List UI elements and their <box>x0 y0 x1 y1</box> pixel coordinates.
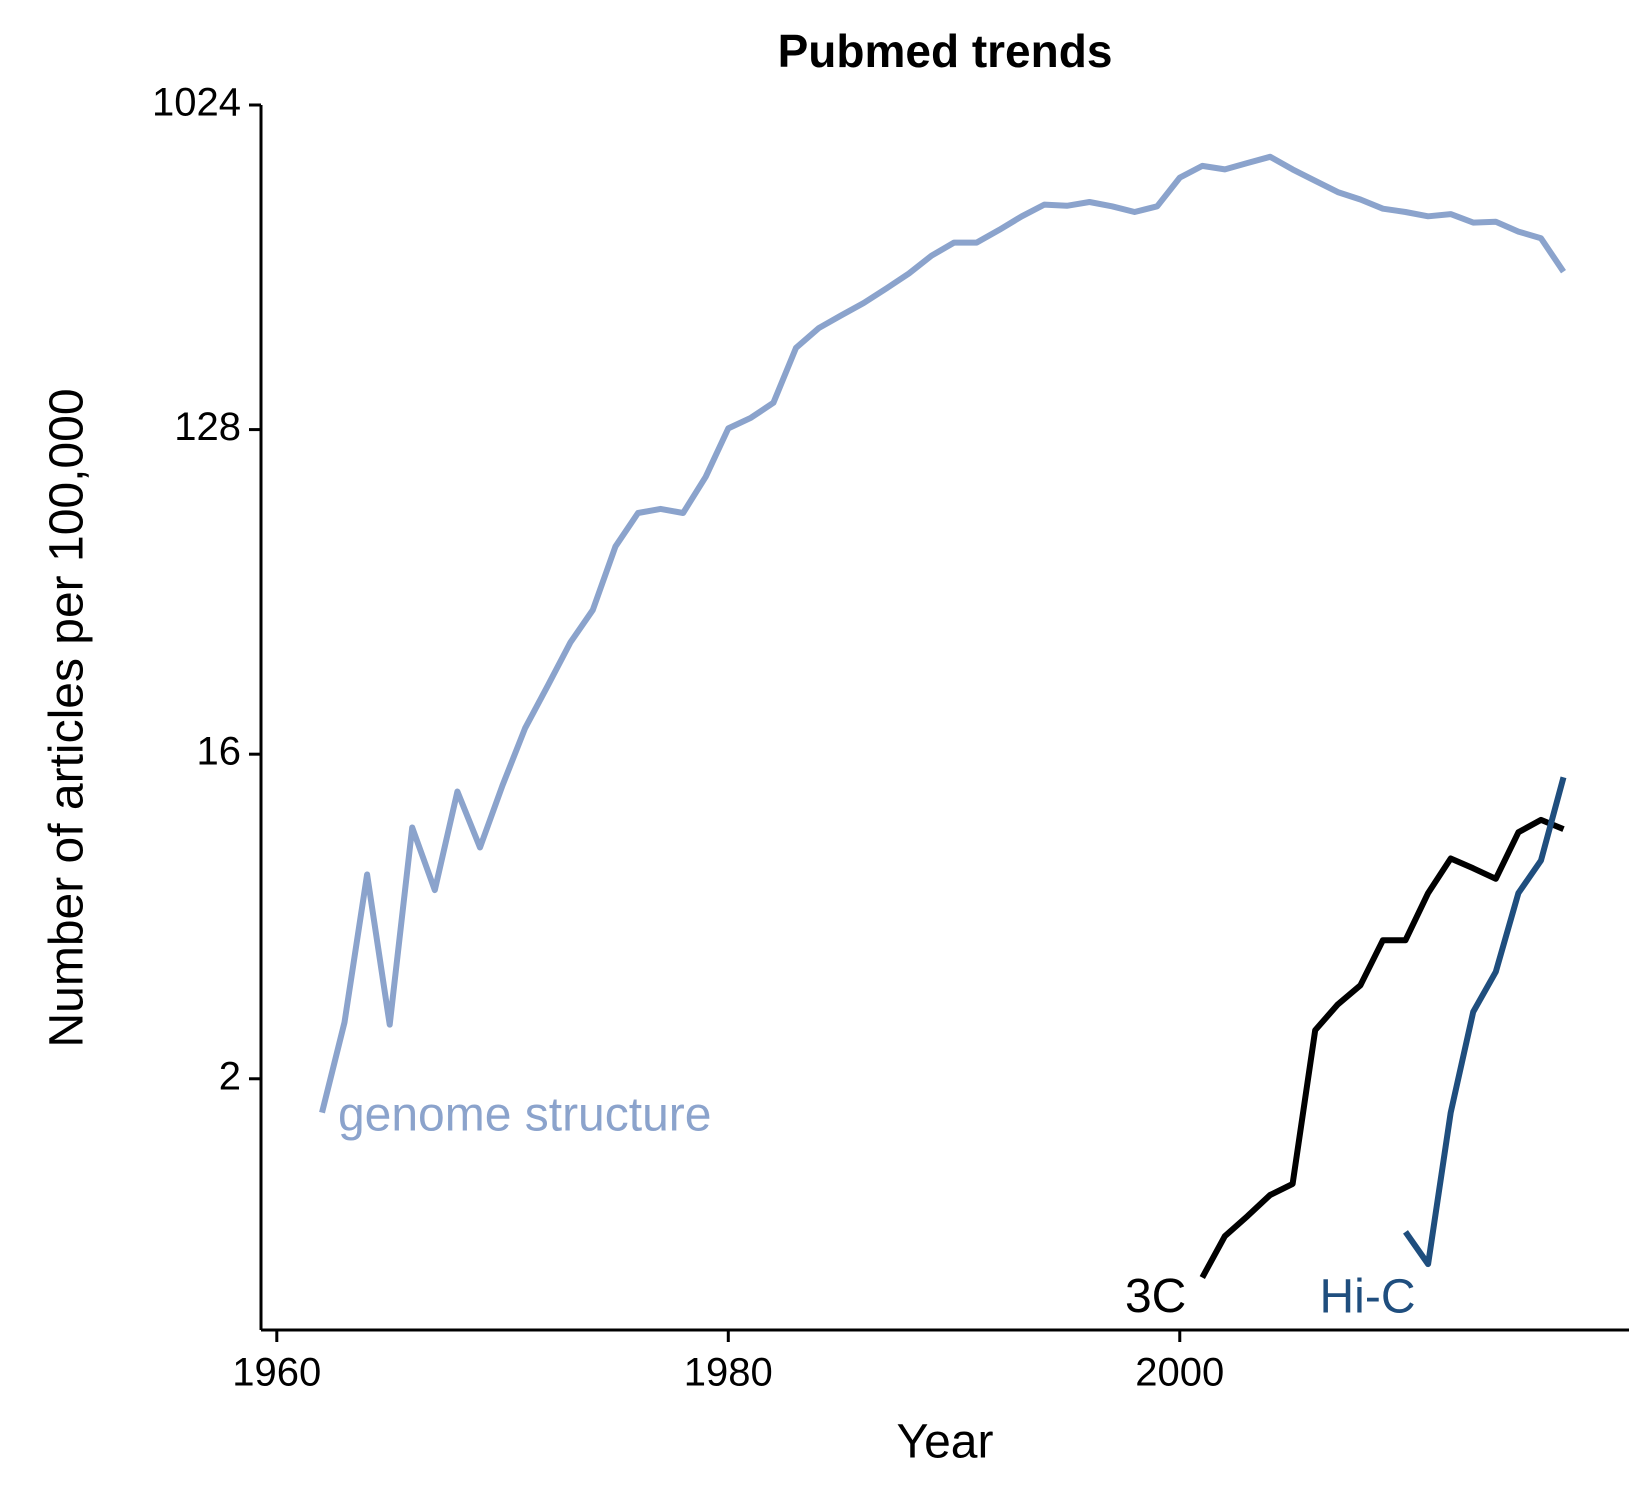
line-series <box>1199 816 1565 1279</box>
y-axis-title: Number of articles per 100,000 <box>41 388 94 1047</box>
x-tick-label: 1980 <box>684 1351 773 1395</box>
y-tick-label: 1024 <box>152 81 241 125</box>
chart-title: Pubmed trends <box>778 25 1113 77</box>
line-series <box>319 153 1566 1114</box>
series-label: Hi-C <box>1320 1271 1416 1324</box>
y-tick-label: 16 <box>197 730 242 774</box>
line-series <box>1403 776 1567 1268</box>
series-label: genome structure <box>338 1088 712 1141</box>
y-tick-label: 128 <box>174 405 241 449</box>
x-axis-title: Year <box>897 1416 994 1469</box>
series-label: 3C <box>1125 1270 1186 1323</box>
x-tick-label: 1960 <box>232 1351 321 1395</box>
x-tick-label: 2000 <box>1135 1351 1224 1395</box>
y-tick-label: 2 <box>219 1054 241 1098</box>
